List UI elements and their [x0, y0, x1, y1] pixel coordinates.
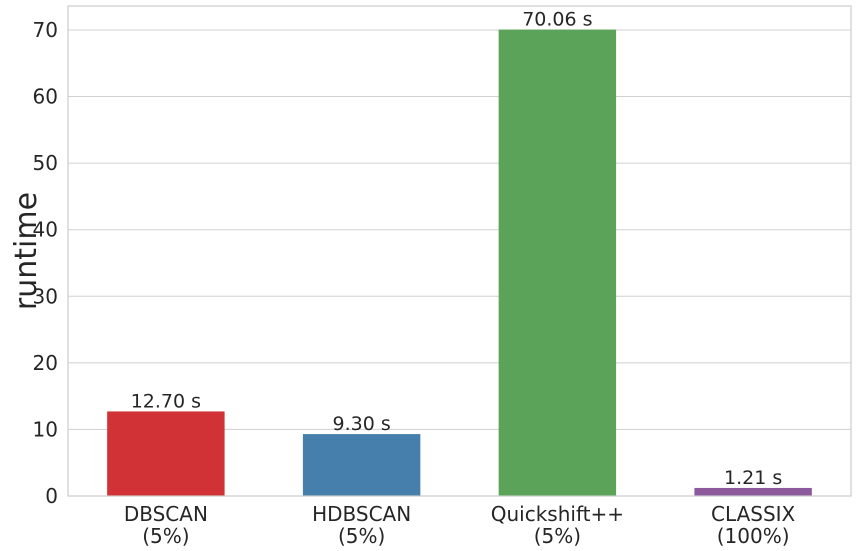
bars — [107, 29, 812, 497]
y-tick-label: 70 — [33, 18, 58, 42]
y-tick-label: 40 — [33, 218, 58, 242]
y-tick-label: 50 — [33, 151, 58, 175]
bar — [694, 487, 812, 496]
x-tick-label: CLASSIX (100%) — [711, 502, 796, 548]
bar-value-labels: 12.70 s 9.30 s 70.06 s 1.21 s — [131, 9, 783, 489]
y-axis-label: runtime — [9, 192, 44, 310]
x-axis-ticks: DBSCAN (5%) HDBSCAN (5%) Quickshift++ (5%) CLA… — [124, 502, 796, 548]
bar — [302, 434, 421, 496]
bar — [498, 29, 617, 497]
y-axis-ticks: 0 10 20 30 40 50 60 70 — [33, 18, 58, 508]
x-tick-label: Quickshift++ (5%) — [491, 502, 624, 548]
bar-value-label: 1.21 s — [724, 467, 782, 489]
bar-value-label: 12.70 s — [131, 390, 201, 412]
y-tick-label: 10 — [33, 417, 58, 441]
bar — [107, 411, 225, 496]
x-tick-label: HDBSCAN (5%) — [312, 502, 411, 548]
y-tick-label: 20 — [33, 351, 58, 375]
plot-frame — [67, 5, 852, 497]
y-tick-label: 30 — [33, 284, 58, 308]
x-tick-label: DBSCAN (5%) — [124, 502, 208, 548]
bar-value-label: 9.30 s — [333, 413, 391, 435]
y-tick-label: 0 — [45, 484, 58, 508]
bar-value-label: 70.06 s — [522, 9, 592, 31]
y-tick-label: 60 — [33, 85, 58, 109]
